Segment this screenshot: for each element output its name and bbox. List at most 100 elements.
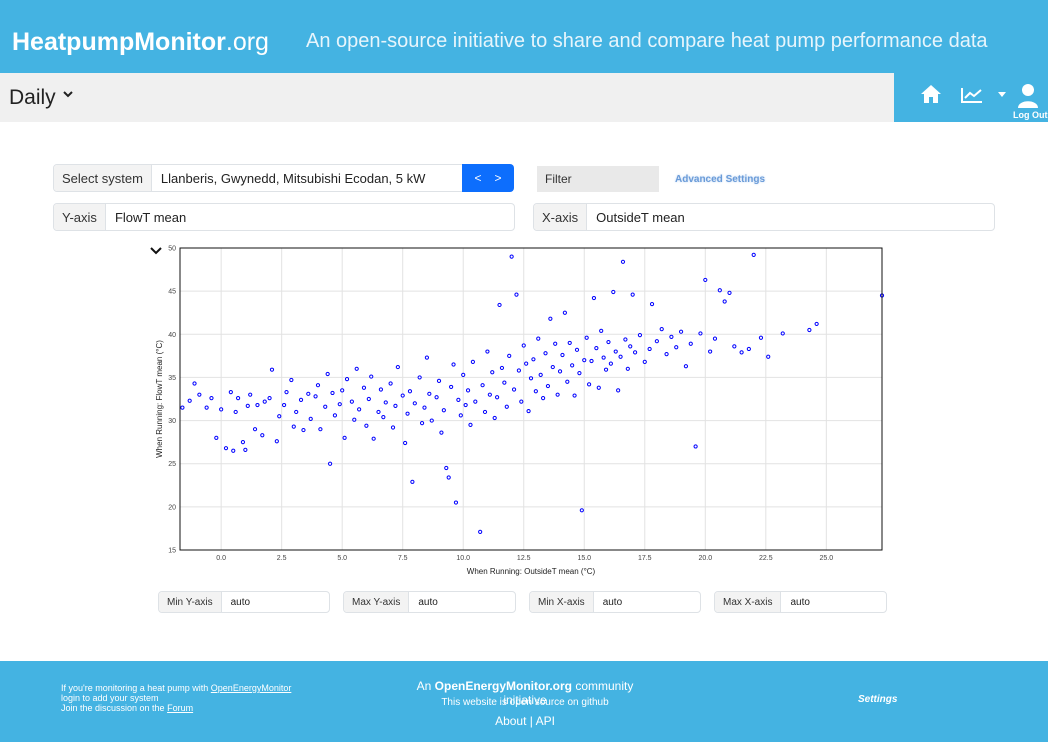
- data-point: [502, 380, 507, 385]
- data-point: [766, 354, 771, 359]
- logout-link[interactable]: Log Out: [1013, 110, 1048, 120]
- data-point: [444, 465, 449, 471]
- data-point: [407, 389, 413, 394]
- data-point: [548, 316, 553, 321]
- data-point: [223, 446, 229, 451]
- data-point: [562, 310, 567, 315]
- data-point: [565, 379, 570, 384]
- data-point: [555, 392, 560, 397]
- data-point: [674, 345, 679, 350]
- data-point: [495, 395, 500, 400]
- footer-monitor-text: If you're monitoring a heat pump with: [61, 683, 211, 693]
- data-point: [531, 357, 536, 362]
- data-point: [708, 349, 713, 354]
- footer-github-text[interactable]: This website is open source on github: [441, 697, 609, 708]
- y-tick-label: 40: [168, 332, 176, 339]
- system-select[interactable]: Llanberis, Gwynedd, Mitsubishi Ecodan, 5…: [160, 170, 426, 186]
- x-tick-label: 12.5: [517, 555, 531, 562]
- data-point: [395, 364, 400, 370]
- footer-brand-link[interactable]: OpenEnergyMonitor.org: [434, 679, 572, 693]
- x-tick-label: 10.0: [456, 555, 470, 562]
- data-point: [616, 388, 621, 393]
- data-point: [567, 340, 572, 346]
- footer-left-text: If you're monitoring a heat pump with Op…: [61, 683, 291, 713]
- data-point: [456, 397, 461, 402]
- select-system-label: Select system: [54, 165, 152, 191]
- data-point: [327, 461, 333, 466]
- data-point: [243, 447, 248, 453]
- x-tick-label: 22.5: [759, 555, 773, 562]
- data-point: [606, 339, 611, 345]
- view-bar: [0, 73, 894, 122]
- scatter-chart[interactable]: 0.0 2.5 5.0 7.5 10.0 12.5 15.0 17.5 20.0 22.5 25.0…: [150, 240, 890, 580]
- data-point: [678, 329, 684, 334]
- x-axis-title: When Running: OutsideT mean (°C): [467, 567, 596, 576]
- data-point: [478, 529, 483, 534]
- min-y-input[interactable]: auto: [230, 596, 251, 608]
- chart-line-icon[interactable]: [960, 86, 984, 104]
- max-x-group: Max X-axis auto: [714, 591, 887, 613]
- data-point: [492, 415, 497, 421]
- forum-link[interactable]: Forum: [167, 703, 194, 713]
- data-point: [524, 361, 529, 366]
- data-point: [342, 435, 347, 440]
- max-y-input[interactable]: auto: [418, 596, 438, 608]
- x-tick-label: 25.0: [820, 555, 834, 562]
- max-y-label: Max Y-axis: [344, 592, 410, 612]
- x-tick-label: 2.5: [277, 555, 287, 562]
- data-point: [485, 349, 490, 354]
- about-link[interactable]: About: [495, 714, 527, 728]
- y-axis-select[interactable]: FlowT mean: [114, 209, 187, 225]
- y-tick-label: 20: [168, 504, 176, 511]
- data-point: [582, 358, 587, 363]
- footer-settings-link[interactable]: Settings: [858, 694, 898, 705]
- data-point: [337, 402, 342, 407]
- data-point: [451, 362, 456, 367]
- data-point: [601, 355, 606, 360]
- data-point: [267, 396, 272, 401]
- data-point: [683, 364, 689, 369]
- data-point: [632, 350, 638, 355]
- next-system-button[interactable]: >: [494, 171, 502, 185]
- site-logo[interactable]: HeatpumpMonitor.org: [12, 28, 269, 57]
- data-point: [313, 394, 318, 399]
- data-point: [528, 376, 534, 381]
- data-point: [361, 385, 367, 390]
- data-point: [453, 500, 459, 505]
- api-link[interactable]: API: [535, 714, 555, 728]
- x-axis-select[interactable]: OutsideT mean: [596, 209, 685, 225]
- chart-collapse-icon[interactable]: [150, 246, 162, 256]
- data-point: [298, 397, 304, 402]
- data-point: [538, 372, 543, 377]
- data-point: [405, 411, 410, 416]
- data-point: [366, 396, 371, 402]
- openenergymonitor-link[interactable]: OpenEnergyMonitor: [210, 683, 292, 693]
- data-point: [231, 448, 236, 453]
- data-point: [262, 399, 267, 404]
- user-icon[interactable]: [1016, 83, 1040, 109]
- home-icon[interactable]: [920, 84, 942, 104]
- x-tick-label: 5.0: [337, 555, 347, 562]
- data-point: [294, 409, 299, 415]
- advanced-settings-link[interactable]: Advanced Settings: [675, 174, 766, 185]
- data-point: [301, 427, 306, 433]
- max-x-input[interactable]: auto: [790, 596, 810, 608]
- system-nav-buttons: < >: [462, 164, 514, 192]
- caret-down-icon[interactable]: [998, 92, 1006, 98]
- data-point: [570, 363, 575, 368]
- filter-input[interactable]: Filter: [537, 166, 659, 192]
- data-point: [511, 387, 517, 392]
- data-point: [613, 349, 618, 354]
- data-point: [465, 388, 471, 393]
- prev-system-button[interactable]: <: [474, 171, 482, 185]
- data-point: [429, 418, 434, 423]
- data-point: [248, 392, 253, 397]
- chevron-down-icon[interactable]: [62, 88, 74, 100]
- min-x-input[interactable]: auto: [602, 596, 623, 608]
- view-title[interactable]: Daily: [9, 86, 56, 109]
- footer-login-text: login to add your system: [61, 693, 159, 703]
- data-point: [233, 409, 238, 415]
- data-point: [289, 377, 294, 383]
- data-point: [625, 366, 630, 371]
- data-point: [541, 396, 546, 401]
